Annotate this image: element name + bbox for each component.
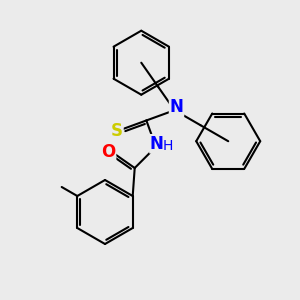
Text: O: O: [101, 143, 116, 161]
Text: S: S: [111, 122, 123, 140]
Text: H: H: [163, 139, 173, 153]
Text: N: N: [150, 135, 164, 153]
Text: N: N: [169, 98, 184, 116]
